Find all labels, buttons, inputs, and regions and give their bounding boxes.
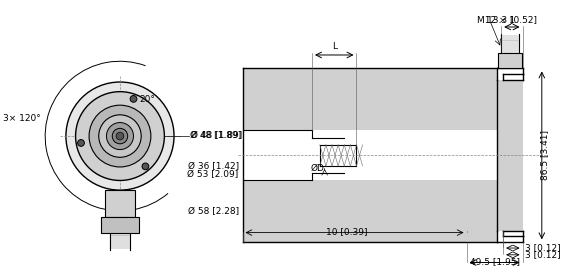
Bar	[498, 80, 523, 231]
Circle shape	[142, 163, 149, 170]
Text: 10 [0.39]: 10 [0.39]	[326, 227, 367, 237]
Circle shape	[76, 92, 164, 181]
Text: 3× 120°: 3× 120°	[3, 114, 41, 123]
Circle shape	[89, 105, 151, 167]
Circle shape	[78, 140, 85, 146]
Bar	[243, 68, 498, 130]
Circle shape	[130, 95, 137, 102]
Text: M12 × 1: M12 × 1	[477, 16, 516, 25]
Bar	[243, 181, 498, 242]
Circle shape	[99, 115, 141, 157]
Bar	[101, 217, 139, 233]
Circle shape	[116, 132, 124, 140]
Text: 3 [0.12]: 3 [0.12]	[525, 243, 561, 253]
Text: Ø 58 [2.28]: Ø 58 [2.28]	[187, 207, 239, 216]
Text: 13.3 [0.52]: 13.3 [0.52]	[487, 15, 537, 24]
Text: 86.5 [3.41]: 86.5 [3.41]	[540, 130, 549, 181]
Text: 20°: 20°	[139, 95, 155, 104]
Text: ØD: ØD	[311, 164, 325, 173]
Text: 3 [0.12]: 3 [0.12]	[525, 250, 561, 259]
Bar	[498, 53, 521, 68]
Text: Ø 48 [1.89]: Ø 48 [1.89]	[191, 132, 243, 140]
Bar	[105, 190, 135, 217]
Text: Ø 53 [2.09]: Ø 53 [2.09]	[187, 170, 239, 179]
Text: L: L	[332, 42, 337, 51]
Text: Ø 36 [1.42]: Ø 36 [1.42]	[187, 163, 239, 171]
Circle shape	[112, 128, 128, 144]
Text: Ø 48 [1.89]: Ø 48 [1.89]	[190, 132, 242, 140]
Circle shape	[106, 123, 133, 150]
Circle shape	[66, 82, 174, 190]
Text: 49.5 [1.95]: 49.5 [1.95]	[470, 258, 520, 266]
